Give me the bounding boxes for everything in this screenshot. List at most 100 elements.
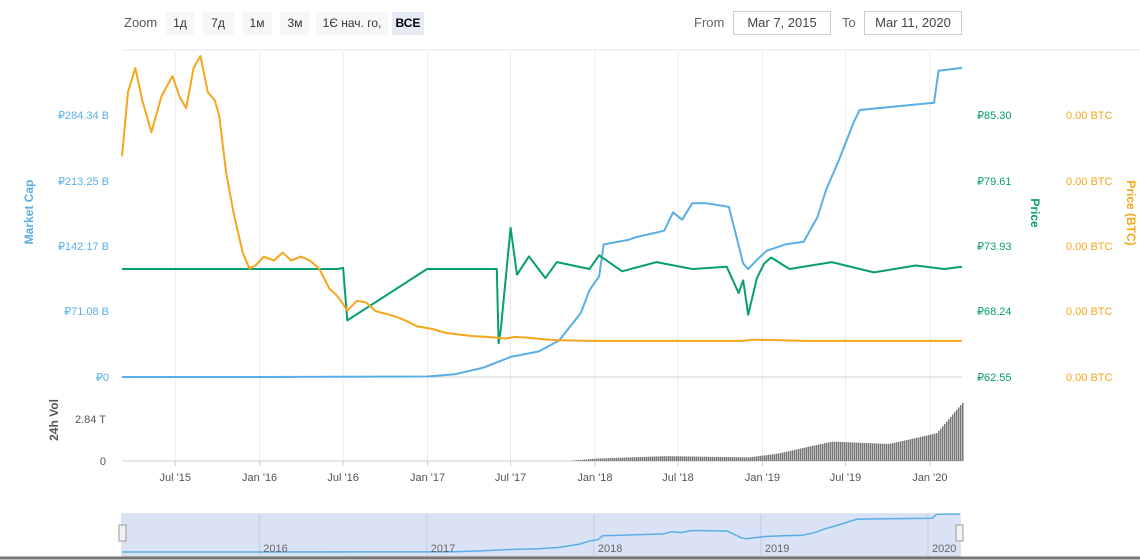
volume-bar [690,456,692,461]
volume-bar [848,442,850,461]
volume-bar [716,456,718,461]
volume-bar [824,443,826,461]
volume-bar [632,457,634,461]
volume-bar [958,407,960,461]
volume-bar [628,457,630,461]
volume-bar [902,440,904,461]
volume-bar [844,442,846,461]
volume-bar [618,457,620,461]
volume-bar [838,441,840,461]
volume-bar [852,442,854,461]
market-cap-tick-label: ₽142.17 B [58,241,109,253]
volume-bar [826,442,828,461]
volume-bar [948,419,950,461]
volume-bar [734,457,736,461]
volume-bar [850,442,852,461]
volume-bar [940,428,942,461]
volume-bar [656,456,658,461]
volume-bar [858,442,860,461]
zoom-3m-button[interactable]: 3м [280,12,310,35]
volume-bar [872,443,874,461]
volume-bar [730,457,732,461]
zoom-1d-button[interactable]: 1д [166,12,194,35]
to-date-input[interactable]: Mar 11, 2020 [864,11,962,35]
volume-bar [592,458,594,461]
navigator-year-label: 2019 [765,543,789,555]
volume-bar [746,457,748,461]
price-tick-label: ₽73.93 [977,241,1012,253]
navigator-selected-range[interactable] [122,514,960,556]
volume-bar [588,459,590,461]
volume-bar [684,456,686,461]
navigator-left-handle[interactable] [118,524,127,542]
volume-bar [692,456,694,461]
volume-bar [784,452,786,461]
volume-bar [626,457,628,461]
volume-bar [748,457,750,461]
volume-bar [854,442,856,461]
volume-bar [576,460,578,461]
volume-bar [944,424,946,461]
volume-axis-title: 24h Vol [47,399,61,441]
volume-bar [862,442,864,461]
to-label: To [842,15,856,30]
volume-bar [606,458,608,461]
volume-bar [676,456,678,461]
grid-lines [174,52,931,461]
volume-bar [822,443,824,461]
volume-bar [686,456,688,461]
range-navigator[interactable]: 2016 2017 2018 2019 2020 [118,513,964,557]
volume-bar [938,431,940,461]
volume-tick-label: 0 [100,456,106,468]
volume-bar [790,450,792,461]
volume-bar [842,442,844,461]
volume-bar [736,457,738,461]
x-tick-label: Jan '20 [912,472,947,484]
volume-bar [798,448,800,461]
volume-bar [574,460,576,461]
volume-bar [950,416,952,461]
volume-bar [720,456,722,461]
price-tick-label: ₽62.55 [977,372,1012,384]
volume-bar [812,445,814,461]
volume-bar [806,447,808,461]
volume-bar [920,436,922,461]
volume-bar [712,456,714,461]
zoom-all-button[interactable]: ВСЕ [392,12,424,35]
market-cap-tick-label: ₽71.08 B [64,306,109,318]
volume-bar [936,433,938,461]
volume-bar [930,434,932,461]
volume-bar [578,460,580,461]
volume-bar [796,449,798,461]
from-date-input[interactable]: Mar 7, 2015 [733,11,831,35]
price-btc-axis: 0.00 BTC 0.00 BTC 0.00 BTC 0.00 BTC 0.00 BTC [1066,110,1113,384]
price-tick-label: ₽79.61 [977,176,1012,188]
x-tick-label: Jan '17 [410,472,445,484]
price-btc-tick-label: 0.00 BTC [1066,241,1113,253]
zoom-1m-button[interactable]: 1м [242,12,272,35]
volume-bar [942,426,944,461]
volume-bar [650,456,652,461]
volume-axis: 2.84 T 0 [75,414,106,468]
volume-bar [698,456,700,461]
zoom-7d-button[interactable]: 7д [202,12,234,35]
market-cap-axis-title: Market Cap [22,180,36,245]
volume-bar [658,456,660,461]
volume-bar [926,435,928,461]
volume-bar [802,448,804,461]
volume-bar [598,458,600,461]
x-tick-label: Jan '18 [577,472,612,484]
volume-bar [924,436,926,461]
volume-bar [640,457,642,461]
navigator-market-cap-line [122,513,961,553]
volume-bar [888,443,890,461]
volume-tick-label: 2.84 T [75,414,106,426]
navigator-right-handle[interactable] [955,524,964,542]
volume-bar [860,442,862,461]
zoom-label: Zoom [124,15,158,30]
volume-bar [932,434,934,461]
volume-bars [570,402,964,461]
volume-bar [644,456,646,461]
volume-bar [800,448,802,461]
zoom-ytd-button[interactable]: 1Є нач. го, [316,12,388,35]
